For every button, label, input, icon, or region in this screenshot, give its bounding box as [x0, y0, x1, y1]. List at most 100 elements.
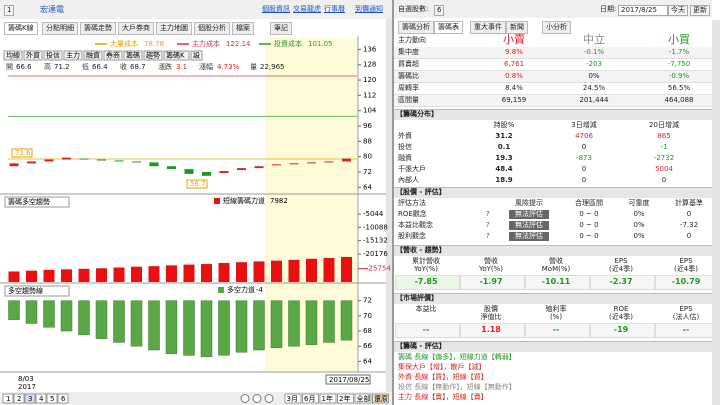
tab[interactable]: 大戶券商 [118, 22, 154, 35]
date-label: 日期: [600, 5, 617, 13]
help-icon[interactable]: ? [486, 210, 490, 218]
tab[interactable]: 主力地圖 [156, 22, 192, 35]
toolbar-button[interactable] [23, 50, 43, 61]
range-button[interactable] [337, 393, 354, 404]
help-icon[interactable]: ? [486, 232, 490, 240]
page-button[interactable] [13, 393, 25, 404]
tab[interactable]: 籌碼分析 [398, 21, 434, 34]
select-label: 籌碼多空趨勢 [8, 197, 50, 206]
tab[interactable]: 籌碼表 [434, 21, 463, 34]
flow-header: 小買 [668, 33, 690, 46]
trend-bar [43, 269, 55, 282]
button[interactable]: 更新 [690, 5, 710, 16]
page-button[interactable] [2, 393, 14, 404]
toolbar-button-label: 券商 [106, 51, 120, 60]
cell: -873 [576, 154, 592, 162]
zoom-icon[interactable] [252, 394, 262, 403]
stock-code[interactable]: 1 [4, 5, 15, 16]
range-button[interactable] [319, 393, 337, 404]
toolbar-button-label: 融資 [86, 51, 100, 60]
trend-bar [131, 266, 142, 282]
candle [27, 161, 36, 164]
link[interactable]: 交易龍虎 [293, 5, 321, 13]
page-label: 3 [28, 395, 32, 403]
metric-sub: (近4季) [609, 313, 633, 321]
candle [184, 169, 194, 174]
y-tick-label: 96 [363, 122, 372, 130]
link[interactable]: 行事曆 [324, 5, 345, 13]
trend-bar [236, 262, 247, 282]
candle [132, 161, 141, 163]
row-label: 周轉率 [398, 84, 419, 92]
y-tick-label: 120 [363, 76, 376, 84]
tab[interactable]: 籌碼K線 [4, 22, 38, 35]
link[interactable]: 到價通知 [355, 5, 383, 13]
row-bg [394, 47, 712, 59]
y-tick-label: -20176 [363, 250, 388, 258]
metric-label: 股價 [484, 305, 498, 313]
cell: 9.8% [505, 48, 523, 56]
power-bar [200, 300, 213, 358]
col-header: 計算基準 [675, 199, 703, 207]
range-button[interactable] [284, 393, 302, 404]
power-bar [25, 300, 38, 324]
tab[interactable]: 分點明細 [42, 22, 78, 35]
metric-cell [395, 323, 460, 338]
range-button[interactable] [354, 393, 372, 404]
page-button[interactable] [24, 393, 36, 404]
toolbar-button[interactable] [143, 50, 163, 61]
button[interactable]: 今天 [668, 5, 688, 16]
trend-bar [8, 271, 20, 282]
range-button[interactable] [302, 393, 319, 404]
toolbar-button[interactable] [163, 50, 190, 61]
toolbar-button[interactable] [43, 50, 63, 61]
toolbar-button[interactable] [3, 50, 23, 61]
risk-badge: 無法評估 [509, 221, 549, 230]
tab[interactable]: 檔案 [232, 22, 254, 35]
page-button[interactable] [35, 393, 47, 404]
select-box[interactable] [4, 196, 70, 208]
power-bar [270, 300, 283, 348]
cell: 19.3 [495, 154, 513, 162]
tab[interactable]: 籌碼走勢 [80, 22, 116, 35]
stock-name[interactable]: 宏達電 [40, 5, 64, 14]
range-button[interactable] [372, 393, 389, 404]
toolbar-button[interactable] [123, 50, 143, 61]
help-icon[interactable]: ? [486, 221, 490, 229]
metric-value: -2.37 [609, 277, 633, 286]
metric-cell [460, 323, 525, 338]
trend-bar [166, 265, 177, 282]
candle [342, 158, 351, 162]
trend-bar [323, 257, 335, 282]
toolbar-button[interactable] [63, 50, 83, 61]
y-tick-label: -15132 [363, 237, 388, 245]
tab[interactable]: 新聞 [506, 21, 528, 34]
select-box[interactable] [4, 285, 70, 297]
tab[interactable]: 筆記 [270, 22, 292, 35]
toolbar-button-label: 主力 [66, 51, 80, 60]
y-tick-label: 104 [363, 107, 377, 115]
candle [289, 163, 299, 165]
page-button[interactable] [57, 393, 69, 404]
link[interactable]: 個股資訊 [262, 5, 290, 13]
cell: 0 [581, 143, 587, 151]
date[interactable]: 2017/8/25 [618, 5, 668, 16]
toolbar-button[interactable] [190, 50, 203, 61]
row-label: 買賣超 [398, 60, 419, 68]
count[interactable]: 6 [434, 5, 445, 16]
section-title: 【籌碼分布】 [396, 110, 438, 118]
indicator-value: -4 [256, 286, 264, 294]
page-button[interactable] [46, 393, 58, 404]
zoom-icon[interactable] [264, 394, 274, 403]
y-tick-label: -5044 [363, 210, 384, 218]
row-label: 投信 [398, 143, 412, 151]
toolbar-button[interactable] [83, 50, 103, 61]
zoom-icon[interactable] [240, 394, 250, 403]
tab[interactable]: 小分析 [542, 21, 571, 34]
tab[interactable]: 重大事件 [470, 21, 506, 34]
metric-label: 累計營收 [412, 257, 440, 265]
metric-value: -10.11 [541, 277, 571, 286]
select-label: 多空趨勢線 [8, 286, 43, 295]
tab[interactable]: 個股分析 [194, 22, 230, 35]
toolbar-button[interactable] [103, 50, 123, 61]
